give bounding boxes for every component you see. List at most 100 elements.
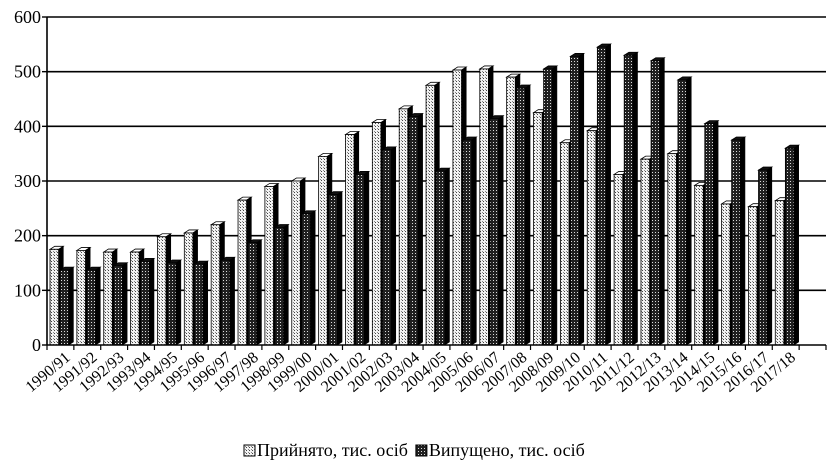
bar-front	[748, 206, 758, 346]
bar-side	[551, 65, 558, 346]
bar-front	[758, 169, 768, 346]
bar-front	[425, 84, 436, 346]
bar-front	[623, 54, 634, 346]
legend: Прийнято, тис. осіб Випущено, тис. осіб	[243, 440, 585, 460]
bar-side	[148, 257, 155, 346]
bar-side	[793, 144, 799, 346]
bar-side	[686, 76, 692, 346]
bar-front	[59, 269, 70, 346]
bar-front	[774, 200, 785, 346]
bar-side	[605, 43, 611, 346]
bar-front	[435, 170, 446, 346]
bar-side	[95, 266, 101, 346]
bar-front	[489, 118, 499, 346]
bar-side	[713, 120, 719, 346]
bar-front	[49, 248, 60, 346]
bar-side	[417, 112, 423, 346]
bar-front	[543, 68, 553, 346]
bar	[434, 167, 451, 346]
y-tick-label: 300	[14, 171, 41, 191]
bar-side	[739, 136, 746, 346]
bar-front	[731, 139, 741, 346]
legend-swatch-graduated	[415, 444, 428, 457]
legend-label-graduated: Випущено, тис. осіб	[429, 440, 585, 460]
bar	[542, 65, 559, 346]
bar-side	[390, 146, 397, 346]
bars	[48, 43, 801, 346]
bar	[219, 256, 236, 346]
legend-label-accepted: Прийнято, тис. осіб	[257, 440, 408, 460]
bar-front	[677, 79, 687, 346]
bar-side	[175, 259, 182, 346]
bar-side	[283, 223, 289, 346]
bar-front	[640, 158, 650, 346]
bar	[58, 266, 75, 346]
bar-front	[264, 186, 274, 346]
bar-front	[76, 250, 86, 346]
bar-front	[650, 60, 661, 346]
bar	[488, 115, 505, 346]
bar-side	[444, 167, 450, 346]
bar-front	[140, 260, 150, 346]
bar-side	[256, 239, 262, 346]
bar-side	[122, 262, 128, 346]
y-tick-label: 200	[14, 226, 41, 246]
bar	[703, 120, 720, 346]
bar-front	[721, 203, 731, 346]
bar	[569, 52, 586, 346]
bar	[354, 170, 371, 346]
bar-side	[578, 52, 585, 346]
bar-front	[345, 134, 355, 346]
bar-side	[202, 260, 209, 346]
bar-front	[667, 153, 677, 346]
y-axis: 0 100 200 300 400 500 600	[14, 7, 48, 355]
bar	[112, 262, 129, 346]
bar	[246, 239, 263, 346]
bar	[515, 84, 532, 346]
y-tick-label: 400	[14, 116, 41, 136]
bar-side	[229, 256, 235, 346]
bar	[407, 112, 424, 346]
bar-front	[167, 262, 177, 346]
bar-side	[471, 136, 477, 346]
bar-side	[498, 115, 504, 346]
bar	[300, 210, 317, 346]
bar-front	[355, 174, 365, 346]
bar-front	[318, 155, 328, 346]
bar-front	[694, 184, 704, 346]
bar-front	[506, 76, 516, 346]
bar-front	[479, 68, 489, 346]
bar-front	[301, 213, 311, 346]
bar-front	[113, 265, 123, 346]
bar-front	[586, 130, 597, 346]
y-tick-label: 100	[14, 280, 41, 300]
bar	[676, 76, 693, 346]
bar	[730, 136, 747, 346]
bar-front	[382, 149, 392, 346]
bar	[327, 191, 344, 346]
bar-front	[596, 46, 607, 346]
bar	[381, 146, 398, 346]
bar	[85, 266, 102, 346]
bar	[166, 259, 183, 346]
bar-side	[337, 191, 343, 346]
y-tick-label: 500	[14, 62, 41, 82]
bar-side	[525, 84, 531, 346]
bar	[193, 260, 210, 346]
bar-front	[533, 112, 543, 346]
bar-front	[559, 142, 570, 346]
bar-front	[157, 236, 167, 346]
bar-front	[194, 263, 204, 346]
bar	[784, 144, 801, 346]
bar-side	[659, 57, 665, 346]
y-tick-label: 600	[14, 7, 41, 27]
bar-front	[220, 259, 231, 346]
bar-front	[103, 251, 113, 346]
bar-side	[766, 166, 773, 346]
bar-front	[570, 55, 580, 346]
y-tick-label: 0	[32, 335, 41, 355]
bar-front	[210, 224, 221, 346]
bar-front	[704, 123, 714, 346]
bar-front	[516, 87, 526, 346]
